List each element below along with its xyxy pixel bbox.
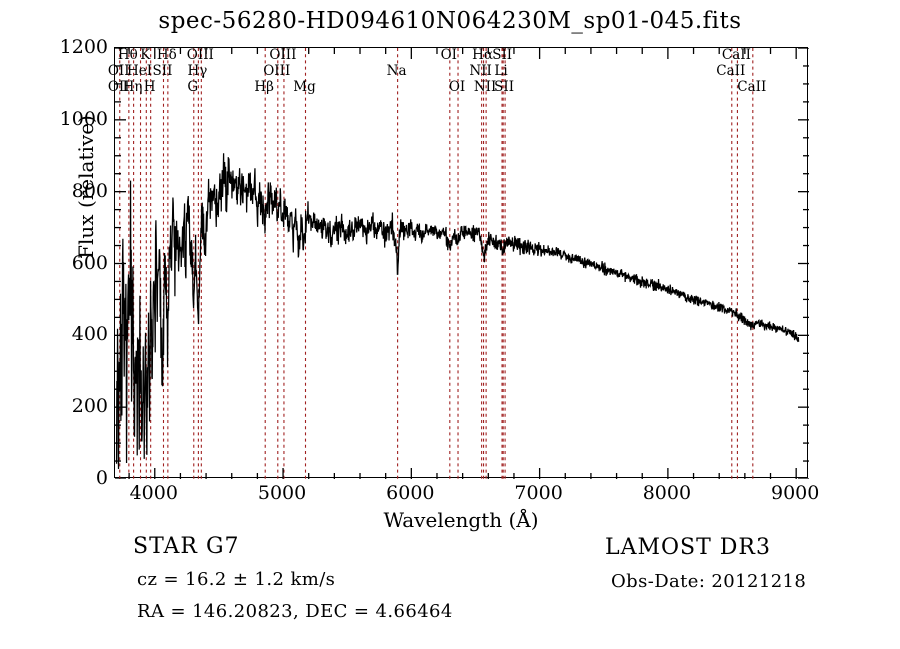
y-tick-600: 600 [71, 251, 108, 274]
y-axis-title: Flux (relative) [74, 115, 98, 259]
y-tick-800: 800 [71, 179, 108, 202]
x-tick-7000: 7000 [514, 482, 563, 504]
line-label-22: Hβ [254, 79, 274, 95]
x-tick-9000: 9000 [770, 482, 820, 504]
line-label-5: OI [440, 47, 458, 63]
y-tick-1200: 1200 [59, 36, 108, 58]
line-label-9: OII [107, 63, 130, 79]
line-label-26: SII [494, 79, 515, 95]
x-tick-8000: 8000 [642, 482, 692, 504]
line-label-24: OI [448, 79, 466, 95]
y-tick-1000: 1000 [59, 107, 108, 130]
y-tick-0: 0 [95, 467, 108, 489]
footer-object-class: STAR G7 [133, 534, 240, 559]
line-label-21: G [187, 79, 199, 95]
spectral-line-markers [119, 48, 754, 479]
x-axis-title: Wavelength (Å) [383, 508, 539, 532]
line-label-10: HeI [126, 63, 153, 79]
line-label-13: OIII [263, 63, 291, 79]
line-label-0: Hθ [117, 47, 138, 63]
footer-coordinates: RA = 146.20823, DEC = 4.66464 [137, 601, 453, 622]
line-label-7: SII [492, 47, 513, 63]
y-axis-tick-labels: 0 200 400 600 800 1000 1200 [0, 36, 108, 489]
line-label-14: Na [386, 63, 407, 79]
line-label-4: OIII [269, 47, 297, 63]
footer-survey-name: LAMOST DR3 [605, 535, 771, 560]
line-label-18: OII [107, 79, 130, 95]
line-label-11: SII [152, 63, 173, 79]
line-label-17: CaII [716, 63, 746, 79]
x-tick-6000: 6000 [386, 482, 435, 504]
x-tick-5000: 5000 [257, 482, 307, 504]
line-label-25: NII [473, 79, 497, 95]
line-label-1: K [140, 47, 151, 63]
y-tick-400: 400 [71, 323, 108, 346]
y-tick-200: 200 [71, 395, 108, 418]
footer-redshift-velocity: cz = 16.2 ± 1.2 km/s [137, 569, 336, 590]
x-tick-4000: 4000 [129, 482, 178, 504]
plot-frame [114, 47, 809, 479]
line-label-2: Hδ [156, 47, 177, 63]
footer-observation-date: Obs-Date: 20121218 [611, 571, 807, 592]
line-label-8: CaII [721, 47, 751, 63]
x-axis-tick-labels: 4000 5000 6000 7000 8000 9000 [114, 482, 820, 512]
line-label-23: Mg [293, 79, 316, 95]
line-label-20: H [143, 79, 156, 95]
page-title: spec-56280-HD094610N064230M_sp01-045.fit… [158, 8, 742, 34]
line-label-3: OIII [186, 47, 214, 63]
line-label-16: Li [494, 63, 508, 79]
line-label-12: Hγ [187, 63, 208, 79]
line-label-27: CaII [737, 79, 767, 95]
line-label-6: Hα [472, 47, 493, 63]
line-label-15: NII [469, 63, 492, 79]
plot-canvas [115, 48, 809, 479]
line-label-19: Hη [122, 79, 143, 95]
spectrum-trace [115, 153, 800, 469]
axis-ticks [115, 48, 809, 479]
